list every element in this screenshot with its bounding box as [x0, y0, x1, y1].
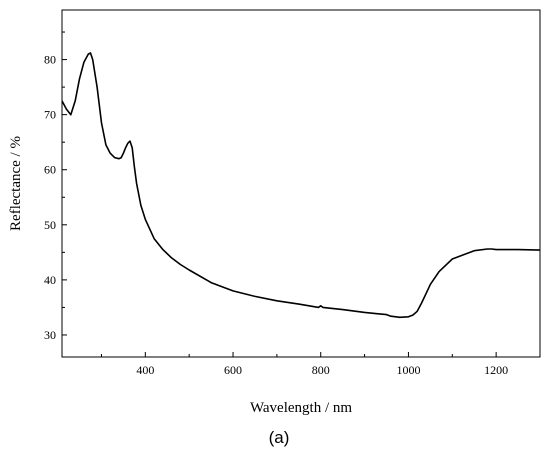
y-axis-ticks: 30 40 50 60 70 80 — [44, 31, 67, 342]
plot-frame — [61, 9, 541, 358]
y-tick-label: 70 — [44, 108, 56, 122]
y-tick-label: 50 — [44, 218, 56, 232]
y-tick-label: 60 — [44, 163, 56, 177]
figure-caption: (a) — [269, 428, 290, 447]
x-tick-label: 600 — [224, 363, 242, 377]
x-tick-label: 1200 — [484, 363, 508, 377]
x-tick-label: 1000 — [396, 363, 420, 377]
series-group — [61, 52, 541, 319]
x-tick-label: 400 — [136, 363, 154, 377]
reflectance-line — [61, 52, 541, 319]
x-tick-label: 800 — [312, 363, 330, 377]
y-tick-label: 30 — [44, 328, 56, 342]
x-axis-ticks: 400 600 800 1000 1200 — [100, 352, 541, 377]
y-tick-label: 40 — [44, 273, 56, 287]
y-tick-label: 80 — [44, 53, 56, 67]
plot-border — [61, 9, 541, 358]
y-axis-label: Reflectance / % — [8, 136, 24, 231]
x-axis-label: Wavelength / nm — [250, 400, 352, 416]
